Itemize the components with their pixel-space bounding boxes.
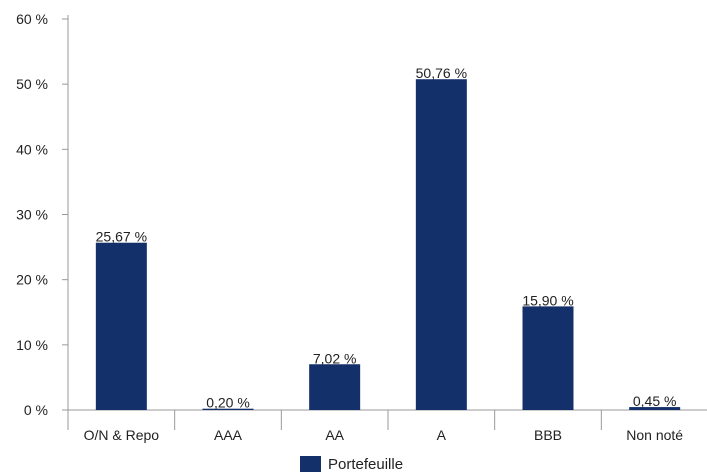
bar[interactable] [629, 407, 681, 410]
bar[interactable] [309, 364, 361, 410]
bar[interactable] [522, 306, 574, 410]
y-tick-label: 10 % [16, 337, 48, 353]
data-label: 50,76 % [416, 65, 467, 81]
x-tick-label: AAA [214, 427, 243, 443]
data-label: 7,02 % [313, 350, 357, 366]
bar[interactable] [415, 79, 467, 411]
legend-label: Portefeuille [328, 456, 403, 473]
data-label: 25,67 % [96, 229, 147, 245]
x-tick-label: Non noté [626, 427, 683, 443]
data-label: 0,20 % [206, 395, 250, 411]
y-tick-label: 0 % [24, 402, 48, 418]
y-tick-label: 40 % [16, 141, 48, 157]
x-tick-label: BBB [534, 427, 562, 443]
data-label: 0,45 % [633, 393, 677, 409]
x-tick-label: AA [325, 427, 344, 443]
data-label: 15,90 % [522, 292, 573, 308]
bar[interactable] [95, 242, 147, 410]
y-tick-label: 50 % [16, 76, 48, 92]
legend-swatch [300, 456, 321, 472]
y-tick-label: 20 % [16, 272, 48, 288]
bar[interactable] [202, 408, 254, 410]
x-tick-label: O/N & Repo [84, 427, 160, 443]
y-tick-label: 60 % [16, 11, 48, 27]
y-tick-label: 30 % [16, 207, 48, 223]
x-tick-label: A [437, 427, 447, 443]
